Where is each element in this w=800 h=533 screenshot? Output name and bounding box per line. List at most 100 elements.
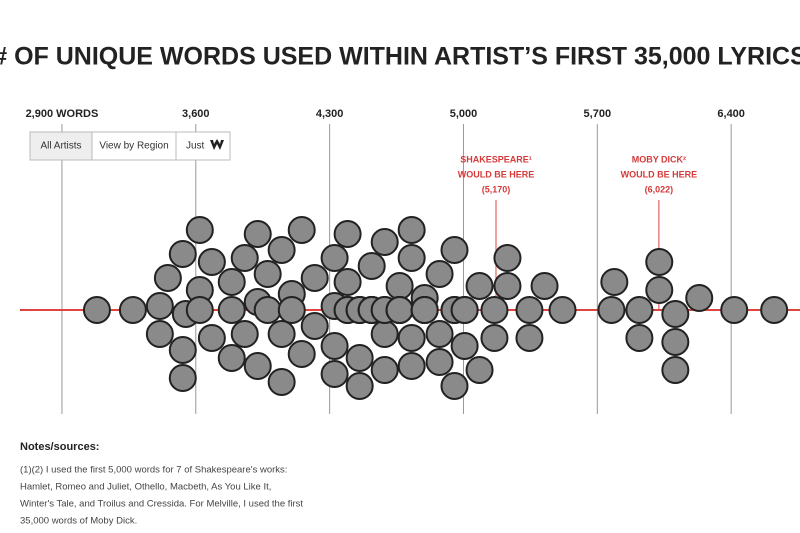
artist-dot bbox=[625, 324, 654, 352]
artist-dot bbox=[168, 240, 197, 268]
artist-dot bbox=[168, 336, 197, 364]
artist-dot bbox=[410, 296, 439, 324]
x-tick-label: 2,900 WORDS bbox=[26, 108, 99, 120]
artist-dot bbox=[82, 296, 111, 324]
x-tick-label: 4,300 bbox=[316, 108, 344, 120]
annotation: WOULD BE HERE bbox=[621, 169, 698, 179]
artist-dot bbox=[450, 296, 479, 324]
artist-dot bbox=[287, 216, 316, 244]
artist-dot bbox=[333, 268, 362, 296]
artist-dot bbox=[267, 320, 296, 348]
artist-dot bbox=[720, 296, 749, 324]
artist-dot bbox=[153, 264, 182, 292]
artist-dot bbox=[185, 296, 214, 324]
artist-dot bbox=[385, 272, 414, 300]
artist-dot bbox=[333, 220, 362, 248]
artist-dot bbox=[197, 324, 226, 352]
artist-dot bbox=[480, 296, 509, 324]
artist-dot bbox=[300, 264, 329, 292]
artist-dot bbox=[425, 260, 454, 288]
artist-dot bbox=[645, 248, 674, 276]
annotation-value: (5,170) bbox=[482, 184, 511, 194]
artist-dot bbox=[287, 340, 316, 368]
artist-dot bbox=[661, 300, 690, 328]
artist-dot bbox=[597, 296, 626, 324]
artist-dot bbox=[345, 372, 374, 400]
notes-line: Hamlet, Romeo and Juliet, Othello, Macbe… bbox=[20, 482, 271, 493]
button[interactable]: Just bbox=[186, 141, 205, 152]
artist-dot bbox=[530, 272, 559, 300]
artist-dot bbox=[465, 272, 494, 300]
artist-dot bbox=[217, 268, 246, 296]
x-tick-label: 6,400 bbox=[717, 108, 745, 120]
x-tick-label: 3,600 bbox=[182, 108, 210, 120]
artist-dot bbox=[145, 320, 174, 348]
artist-dot bbox=[357, 252, 386, 280]
artist-dot bbox=[548, 296, 577, 324]
x-tick-label: 5,000 bbox=[450, 108, 478, 120]
artist-dot bbox=[480, 324, 509, 352]
artist-dot bbox=[253, 260, 282, 288]
artist-dot bbox=[370, 320, 399, 348]
artist-dot bbox=[118, 296, 147, 324]
annotation: WOULD BE HERE bbox=[458, 169, 535, 179]
notes-line: Winter's Tale, and Troilus and Cressida.… bbox=[20, 499, 303, 510]
artist-dot bbox=[253, 296, 282, 324]
notes-title: Notes/sources: bbox=[20, 441, 99, 453]
artist-dot bbox=[760, 296, 789, 324]
artist-dot bbox=[397, 352, 426, 380]
artist-dot bbox=[625, 296, 654, 324]
artist-dot bbox=[385, 296, 414, 324]
button[interactable]: View by Region bbox=[99, 141, 168, 152]
artist-dot bbox=[440, 372, 469, 400]
artist-dot bbox=[515, 296, 544, 324]
artist-dot bbox=[217, 344, 246, 372]
artist-dot bbox=[600, 268, 629, 296]
artist-dot bbox=[425, 320, 454, 348]
artist-dot bbox=[515, 324, 544, 352]
wu-logo bbox=[210, 139, 224, 150]
artist-dot bbox=[397, 216, 426, 244]
x-tick-label: 5,700 bbox=[584, 108, 612, 120]
chart-title: # OF UNIQUE WORDS USED WITHIN ARTIST’S F… bbox=[0, 43, 800, 71]
artist-dot bbox=[425, 348, 454, 376]
artist-dot bbox=[661, 356, 690, 384]
artist-dot bbox=[661, 328, 690, 356]
artist-dot bbox=[230, 320, 259, 348]
artist-dot bbox=[300, 312, 329, 340]
button[interactable]: All Artists bbox=[40, 141, 81, 152]
annotation: SHAKESPEARE¹ bbox=[460, 154, 532, 164]
annotation-value: (6,022) bbox=[645, 184, 674, 194]
artist-dot bbox=[277, 296, 306, 324]
artist-dot bbox=[320, 360, 349, 388]
annotation: MOBY DICK² bbox=[632, 154, 686, 164]
artist-dot bbox=[345, 344, 374, 372]
controls: All Artists View by Region Just bbox=[29, 131, 231, 161]
artist-dot bbox=[397, 244, 426, 272]
artist-dot bbox=[145, 292, 174, 320]
artist-dot bbox=[267, 236, 296, 264]
artist-dot bbox=[645, 276, 674, 304]
artist-dot bbox=[185, 216, 214, 244]
artist-dot bbox=[320, 332, 349, 360]
artist-dot bbox=[450, 332, 479, 360]
artist-dot bbox=[685, 284, 714, 312]
artist-dot bbox=[370, 228, 399, 256]
artist-dot bbox=[197, 248, 226, 276]
artist-dot bbox=[397, 324, 426, 352]
artist-dot bbox=[217, 296, 246, 324]
artist-dot bbox=[440, 236, 469, 264]
artist-dot bbox=[465, 356, 494, 384]
artist-dot bbox=[230, 244, 259, 272]
artist-dot bbox=[370, 356, 399, 384]
artist-dot bbox=[243, 220, 272, 248]
artist-dot bbox=[493, 244, 522, 272]
notes-line: 35,000 words of Moby Dick. bbox=[20, 516, 137, 527]
artist-dot bbox=[243, 352, 272, 380]
notes-line: (1)(2) I used the first 5,000 words for … bbox=[20, 465, 287, 476]
artist-dot bbox=[168, 364, 197, 392]
artist-dot bbox=[320, 244, 349, 272]
artist-dot bbox=[493, 272, 522, 300]
artist-dot bbox=[267, 368, 296, 396]
